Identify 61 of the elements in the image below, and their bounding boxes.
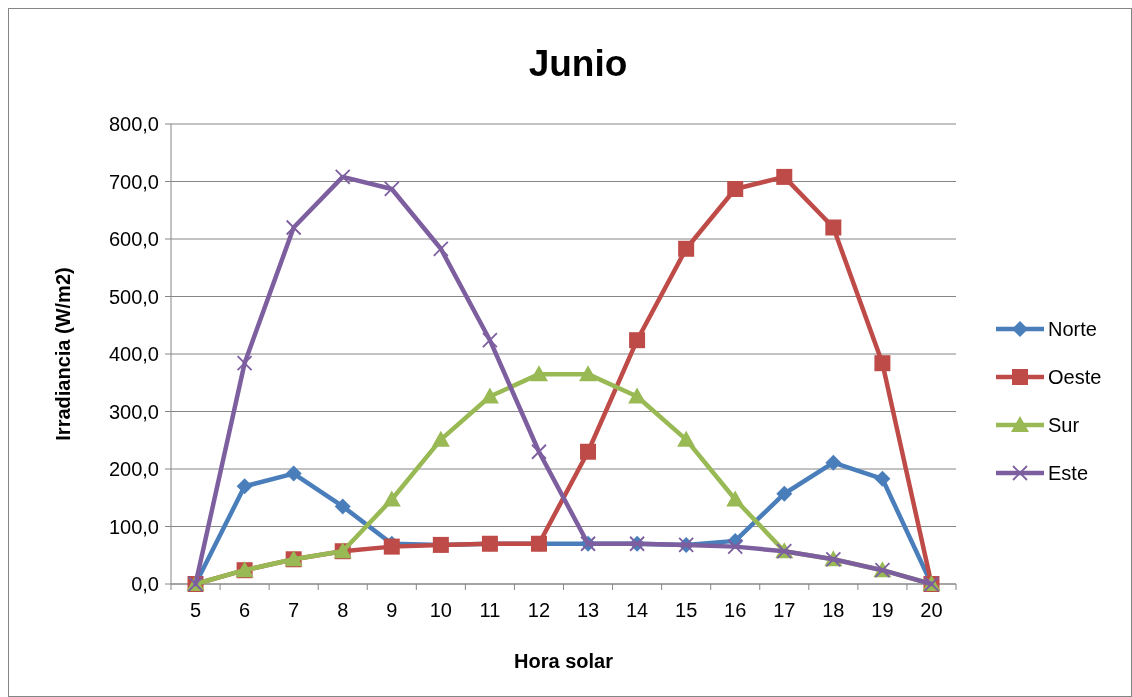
point — [383, 181, 400, 197]
y-tick-label: 200,0 — [108, 458, 159, 480]
legend-label: Oeste — [1048, 366, 1102, 388]
point — [825, 454, 842, 471]
x-tick-label: 20 — [920, 599, 943, 621]
x-axis-title: Hora solar — [514, 650, 614, 672]
point — [727, 180, 744, 197]
y-tick-label: 800,0 — [108, 113, 159, 135]
y-axis-title: Irradiancia (W/m2) — [52, 267, 74, 441]
legend-label: Sur — [1048, 414, 1080, 436]
point — [285, 465, 302, 482]
x-tick-label: 17 — [773, 599, 796, 621]
point — [529, 365, 548, 382]
point — [285, 219, 302, 236]
point — [874, 355, 891, 372]
x-tick-label: 12 — [527, 599, 551, 621]
point — [874, 470, 891, 487]
point — [776, 485, 793, 502]
point — [825, 219, 842, 236]
y-tick-label: 400,0 — [108, 343, 159, 365]
point — [580, 443, 597, 460]
y-tick-label: 500,0 — [108, 285, 159, 308]
x-tick-label: 10 — [429, 599, 452, 621]
point — [677, 430, 696, 447]
legend-label: Este — [1048, 462, 1089, 484]
x-tick-label: 19 — [871, 599, 894, 621]
y-tick-label: 300,0 — [108, 400, 159, 423]
point — [727, 538, 744, 555]
x-tick-label: 8 — [337, 599, 349, 621]
point — [678, 240, 695, 257]
x-tick-label: 13 — [576, 599, 600, 621]
x-tick-label: 6 — [239, 599, 251, 621]
point — [628, 387, 647, 404]
x-tick-label: 14 — [625, 599, 649, 621]
point — [334, 169, 351, 185]
point — [726, 490, 745, 507]
chart-title: Junio — [528, 43, 628, 84]
point — [382, 490, 401, 507]
y-tick-label: 100,0 — [108, 515, 159, 538]
y-tick-label: 700,0 — [108, 170, 159, 193]
point — [629, 332, 646, 349]
point — [776, 168, 793, 185]
point — [432, 240, 449, 257]
point — [236, 478, 253, 495]
point — [334, 498, 351, 515]
point — [579, 365, 598, 382]
point — [480, 387, 499, 404]
x-tick-label: 5 — [189, 599, 202, 621]
y-tick-label: 600,0 — [108, 228, 159, 250]
x-tick-label: 11 — [479, 599, 501, 621]
point — [482, 332, 498, 349]
point — [531, 443, 547, 460]
x-tick-label: 7 — [288, 599, 300, 621]
x-tick-label: 15 — [675, 599, 698, 621]
point — [431, 430, 450, 447]
y-tick-label: 0,0 — [131, 573, 159, 595]
x-tick-label: 9 — [386, 599, 398, 621]
x-tick-label: 18 — [822, 599, 845, 621]
legend-label: Norte — [1048, 318, 1097, 340]
x-tick-label: 16 — [724, 599, 747, 621]
point — [236, 355, 253, 372]
